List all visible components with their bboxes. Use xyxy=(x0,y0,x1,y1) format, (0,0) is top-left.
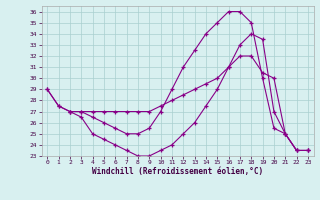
X-axis label: Windchill (Refroidissement éolien,°C): Windchill (Refroidissement éolien,°C) xyxy=(92,167,263,176)
